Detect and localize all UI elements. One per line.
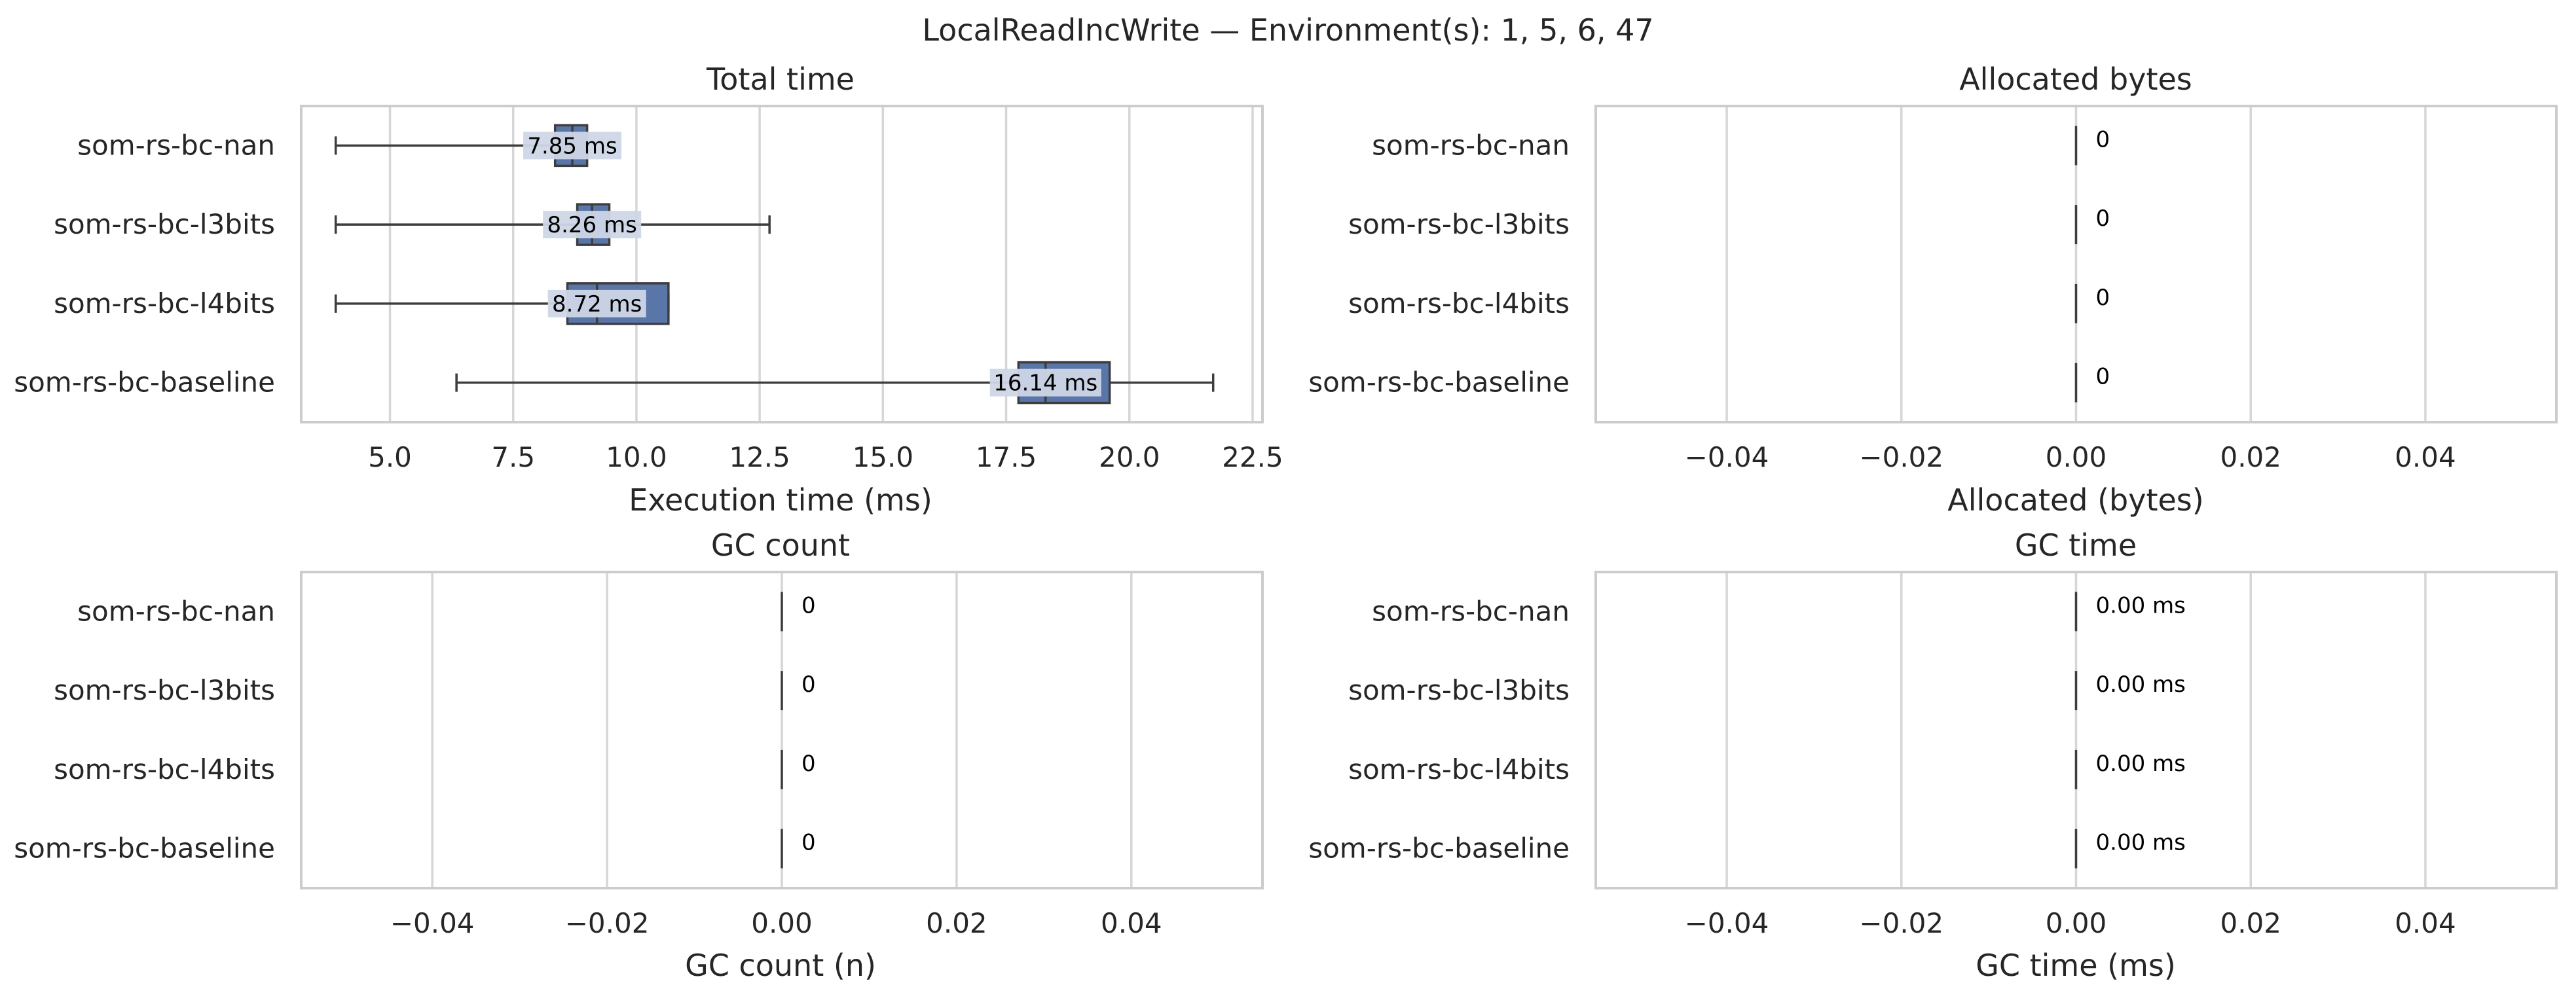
y-tick-label: som-rs-bc-l3bits — [54, 208, 275, 240]
plot-area: −0.04 −0.02 0.00 0.02 0.04 som-rs-bc-nan som-r… — [1308, 571, 2558, 939]
y-tick-label: som-rs-bc-l3bits — [1348, 208, 1570, 240]
box-som-rs-bc-l4bits: 0 — [2074, 283, 2110, 323]
y-tick-label: som-rs-bc-nan — [77, 595, 275, 627]
data-label: 0 — [2096, 206, 2110, 232]
figure-title: LocalReadIncWrite — Environment(s): 1, 5… — [922, 12, 1653, 48]
plot-area: −0.04 −0.02 0.00 0.02 0.04 som-rs-bc-nan som-r… — [14, 571, 1264, 939]
y-tick-label: som-rs-bc-baseline — [1308, 833, 1570, 865]
panel-gc-count: GC count GC count (n) −0.04 −0.02 0.00 0.02… — [14, 528, 1264, 983]
box-som-rs-bc-l3bits: 8.26 ms — [334, 203, 771, 246]
y-tick-label: som-rs-bc-l3bits — [1348, 674, 1570, 706]
x-tick-label: 17.5 — [976, 441, 1037, 473]
data-label: 0 — [801, 751, 816, 777]
box-som-rs-bc-l3bits: 0 — [2074, 205, 2110, 245]
y-tick-label: som-rs-bc-nan — [1372, 129, 1570, 161]
data-label: 8.72 ms — [552, 291, 642, 317]
x-tick-label: 20.0 — [1099, 441, 1160, 473]
box-som-rs-bc-l4bits: 0 — [781, 749, 816, 789]
y-tick-label: som-rs-bc-l4bits — [54, 753, 275, 785]
data-label-bg — [989, 368, 1101, 397]
y-tick-label: som-rs-bc-baseline — [14, 367, 275, 399]
box-som-rs-bc-baseline: 0 — [2074, 363, 2110, 403]
x-tick-label: −0.04 — [1685, 441, 1769, 473]
y-tick-label: som-rs-bc-nan — [77, 129, 275, 161]
panel-title: GC time — [2015, 528, 2137, 563]
data-label: 0 — [2096, 364, 2110, 390]
data-label-bg — [547, 289, 646, 317]
x-tick-label: 22.5 — [1222, 441, 1283, 473]
box-som-rs-bc-nan: 7.85 ms — [334, 124, 622, 168]
data-label-bg — [543, 211, 642, 239]
x-tick-label: 0.00 — [751, 907, 813, 939]
x-tick-label: 12.5 — [729, 441, 790, 473]
x-tick-label: −0.02 — [1859, 907, 1943, 939]
x-tick-label: 0.04 — [2395, 441, 2456, 473]
panel-gc-time: GC time GC time (ms) −0.04 −0.02 0.00 0.02 0… — [1308, 528, 2558, 983]
x-tick-label: −0.02 — [1859, 441, 1943, 473]
x-tick-label: 7.5 — [491, 441, 535, 473]
data-label-bg — [523, 132, 622, 160]
plot-frame — [300, 105, 1264, 423]
data-label: 0 — [2096, 126, 2110, 152]
x-tick-label: 0.02 — [2220, 441, 2281, 473]
box-som-rs-bc-nan: 0 — [781, 592, 816, 632]
x-tick-label: −0.04 — [1685, 907, 1769, 939]
box-som-rs-bc-l4bits: 0.00 ms — [2074, 749, 2186, 789]
x-tick-label: 0.00 — [2046, 441, 2107, 473]
panel-title: Allocated bytes — [1959, 62, 2192, 97]
panel-title: GC count — [711, 528, 850, 563]
x-tick-label: 0.02 — [926, 907, 987, 939]
x-axis-label: GC count (n) — [685, 948, 876, 983]
data-label: 16.14 ms — [993, 370, 1097, 397]
data-label: 0 — [801, 830, 816, 856]
x-axis-label: Execution time (ms) — [629, 482, 932, 518]
plot-frame — [1594, 571, 2558, 889]
data-label: 0.00 ms — [2096, 672, 2186, 698]
x-tick-label: 5.0 — [368, 441, 412, 473]
plot-frame — [300, 571, 1264, 889]
box-som-rs-bc-nan: 0 — [2074, 126, 2110, 166]
x-tick-label: −0.04 — [390, 907, 475, 939]
y-tick-label: som-rs-bc-l4bits — [1348, 287, 1570, 319]
data-label: 0 — [2096, 285, 2110, 311]
y-tick-label: som-rs-bc-baseline — [1308, 367, 1570, 399]
data-label: 0 — [801, 672, 816, 698]
data-label: 0.00 ms — [2096, 592, 2186, 619]
x-tick-label: 0.04 — [1101, 907, 1162, 939]
x-axis-label: GC time (ms) — [1976, 948, 2176, 983]
panel-title: Total time — [706, 62, 855, 97]
x-tick-label: 15.0 — [853, 441, 914, 473]
data-label: 8.26 ms — [547, 212, 636, 238]
box-som-rs-bc-l3bits: 0.00 ms — [2074, 671, 2186, 711]
panel-allocated-bytes: Allocated bytes Allocated (bytes) −0.04−… — [1308, 62, 2558, 518]
box-som-rs-bc-baseline: 0.00 ms — [2074, 829, 2186, 869]
panel-total-time: Total time Execution time (ms) 5.0 7.5 10.… — [14, 62, 1283, 518]
data-label: 0 — [801, 592, 816, 619]
x-tick-label: −0.02 — [565, 907, 650, 939]
x-axis-label: Allocated (bytes) — [1947, 482, 2203, 518]
x-tick-label: 0.02 — [2220, 907, 2281, 939]
x-tick-label: 0.04 — [2395, 907, 2456, 939]
y-tick-label: som-rs-bc-l4bits — [1348, 753, 1570, 785]
box-som-rs-bc-baseline: 0 — [781, 829, 816, 869]
y-tick-label: som-rs-bc-baseline — [14, 833, 275, 865]
x-tick-label: 10.0 — [606, 441, 667, 473]
y-tick-label: som-rs-bc-l4bits — [54, 287, 275, 319]
y-tick-label: som-rs-bc-l3bits — [54, 674, 275, 706]
box-som-rs-bc-l3bits: 0 — [781, 671, 816, 711]
plot-area: −0.04 −0.02 0.00 0.02 0.04 som-rs-bc-nan som-r… — [1308, 105, 2558, 473]
plot-area: 5.0 7.5 10.0 12.5 15.0 17.5 20.0 22.5 som-rs-bc-… — [14, 105, 1283, 473]
data-label: 0.00 ms — [2096, 751, 2186, 777]
box-som-rs-bc-nan: 0.00 ms — [2074, 592, 2186, 632]
data-label: 7.85 ms — [527, 133, 617, 159]
box-som-rs-bc-baseline: 16.14 ms — [455, 361, 1215, 404]
plot-frame — [1594, 105, 2558, 423]
data-label: 0.00 ms — [2096, 830, 2186, 856]
y-tick-label: som-rs-bc-nan — [1372, 595, 1570, 627]
x-tick-label: 0.00 — [2046, 907, 2107, 939]
box-som-rs-bc-l4bits: 8.72 ms — [334, 282, 670, 325]
